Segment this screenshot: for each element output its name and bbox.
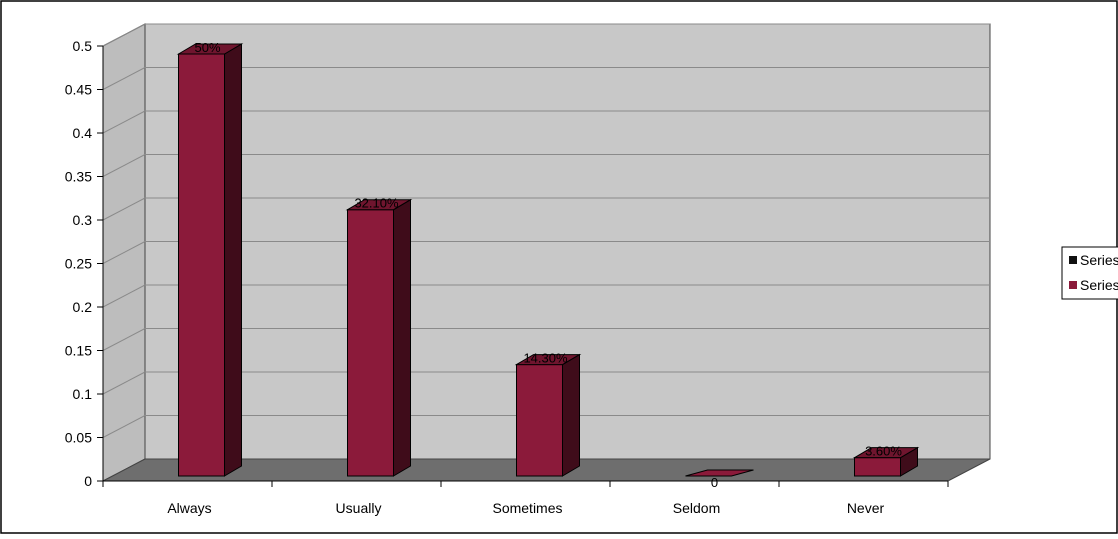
y-tick-label: 0.25 (65, 256, 92, 272)
bar-front (347, 209, 394, 477)
y-tick-label: 0.1 (73, 386, 93, 402)
legend-label-series2: Series2 (1080, 277, 1118, 293)
bar-side (224, 43, 242, 477)
bar-top (514, 354, 582, 366)
bar-never: 3.60% (852, 444, 920, 477)
y-tick-label: 0.45 (65, 82, 92, 98)
x-tick-label: Never (847, 500, 885, 516)
data-label: 0 (711, 475, 718, 490)
bar-always: 50% (176, 40, 244, 477)
legend: Series1 Series2 (1061, 246, 1118, 300)
y-tick-label: 0 (84, 473, 92, 489)
bars: 50% 32.10% 14.30% 0 3.60% (176, 40, 920, 490)
gridline-side (102, 328, 146, 351)
gridline-side (102, 110, 146, 134)
bar-front (854, 457, 901, 477)
legend-label-series1: Series1 (1080, 252, 1118, 268)
bar-seldom: 0 (685, 469, 754, 490)
bar-front (516, 364, 563, 477)
data-label: 3.60% (865, 444, 902, 459)
x-tick-label: Always (167, 500, 211, 516)
y-tick-label: 0.4 (73, 125, 93, 141)
legend-box (1061, 246, 1118, 300)
gridline-side (102, 197, 146, 221)
gridline-side (102, 23, 146, 47)
data-label: 14.30% (523, 351, 568, 366)
gridline-side (102, 371, 146, 395)
y-tick-label: 0.2 (73, 299, 93, 315)
data-label: 32.10% (354, 196, 399, 211)
y-tick-label: 0.5 (73, 38, 93, 54)
bar-top (852, 447, 920, 459)
gridline-side (102, 284, 146, 308)
bar-sometimes: 14.30% (514, 351, 582, 477)
legend-swatch-series1 (1069, 256, 1077, 264)
y-tick-label: 0.35 (65, 169, 92, 185)
y-tick-label: 0.05 (65, 430, 92, 446)
y-tick-label: 0.15 (65, 343, 92, 359)
gridline-side (102, 415, 146, 438)
x-axis: Always Usually Sometimes Seldom Never (102, 480, 949, 516)
y-axis: 0 0.05 0.1 0.15 0.2 0.25 0.3 0.35 0.4 0.45 0.5 (65, 38, 104, 489)
x-tick-label: Usually (336, 500, 382, 516)
bar-side (393, 198, 411, 477)
x-tick-label: Seldom (673, 500, 720, 516)
bar-top (685, 469, 754, 477)
data-label: 50% (194, 40, 220, 55)
y-tick-label: 0.3 (73, 212, 93, 228)
bar-side (562, 353, 580, 477)
legend-swatch-series2 (1069, 281, 1077, 289)
bar-front (178, 53, 225, 477)
gridline-side (102, 67, 146, 90)
bar-top (176, 43, 244, 55)
gridline-side (102, 154, 146, 177)
x-tick-label: Sometimes (492, 500, 562, 516)
bar-usually: 32.10% (345, 196, 413, 477)
gridline-side (102, 241, 146, 264)
bar-top (345, 199, 413, 211)
